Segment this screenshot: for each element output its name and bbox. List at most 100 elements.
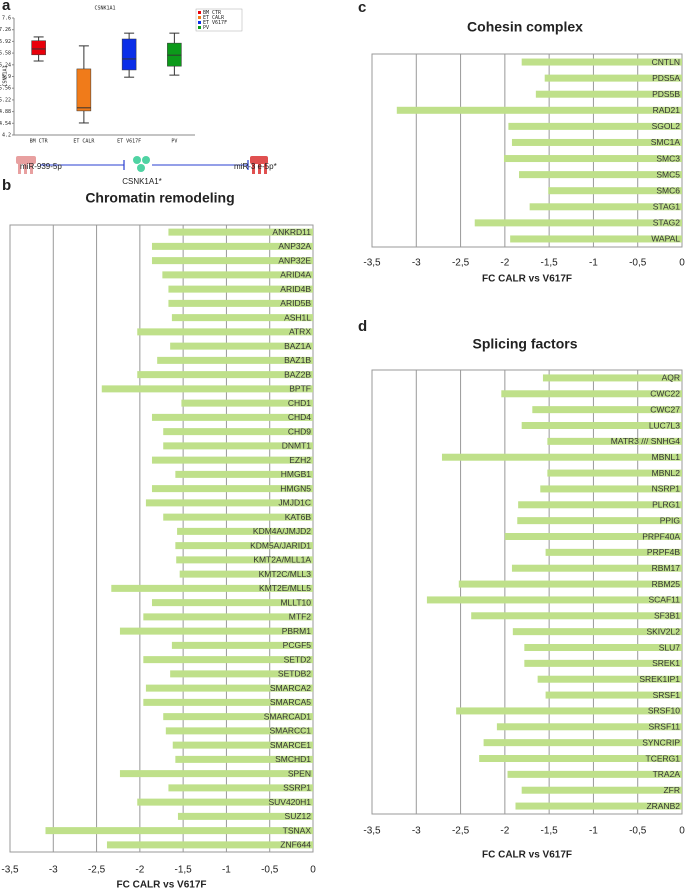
category-label: KMT2E/MLL5 — [259, 583, 311, 593]
bar — [547, 437, 682, 445]
bar — [517, 517, 682, 525]
category-label: PRPF40A — [642, 531, 680, 541]
category-label: CHD9 — [288, 426, 311, 436]
bar — [168, 299, 313, 307]
bar — [170, 670, 313, 678]
category-label: SPEN — [288, 768, 311, 778]
category-label: ANKRD11 — [272, 227, 311, 237]
category-label: MBNL1 — [652, 452, 681, 462]
y-tick-label: 7.6 — [2, 16, 11, 22]
category-label: SREK1 — [652, 658, 680, 668]
box — [31, 40, 46, 56]
category-label: ASH1L — [284, 312, 311, 322]
x-tick-label: -2,5 — [88, 865, 106, 876]
chart-title: Splicing factors — [472, 336, 577, 352]
x-tick-label: 0 — [679, 826, 685, 837]
bar — [151, 257, 313, 265]
x-tick-label: -3,5 — [363, 826, 381, 837]
bar — [170, 342, 313, 350]
chart-title: Chromatin remodeling — [85, 190, 234, 206]
panel-label: b — [2, 177, 11, 194]
y-tick-label: 5.56 — [0, 86, 11, 92]
category-label: PCGF5 — [283, 640, 312, 650]
category-label: MTF2 — [289, 612, 311, 622]
bar — [426, 596, 682, 604]
bar — [175, 470, 313, 478]
x-tick-label: ET V617F — [117, 139, 141, 145]
bar — [545, 548, 682, 556]
category-label: ATRX — [289, 327, 311, 337]
bar — [172, 741, 313, 749]
category-label: PDS5A — [652, 73, 680, 83]
bar — [137, 798, 313, 806]
bar — [163, 442, 313, 450]
category-label: MBNL2 — [652, 468, 681, 478]
bar — [143, 656, 313, 664]
category-label: SMCHD1 — [275, 754, 311, 764]
bar — [471, 612, 682, 620]
category-label: SMARCA2 — [270, 683, 311, 693]
bar — [501, 390, 682, 398]
bar — [532, 406, 682, 414]
node-label: miR-939-5p — [20, 162, 62, 171]
x-tick-label: -2 — [500, 258, 509, 269]
category-label: SRSF1 — [653, 690, 681, 700]
category-label: SKIV2L2 — [646, 626, 680, 636]
category-label: TRA2A — [653, 769, 681, 779]
bar — [548, 187, 682, 195]
category-label: SMC5 — [656, 169, 680, 179]
category-label: CHD4 — [288, 412, 311, 422]
bar — [458, 580, 682, 588]
x-tick-label: 0 — [679, 258, 685, 269]
category-label: EZH2 — [289, 455, 311, 465]
bar — [176, 556, 313, 564]
x-tick-label: -1,5 — [175, 865, 193, 876]
category-label: KMT2A/MLL1A — [253, 555, 311, 565]
category-label: SMC6 — [656, 185, 680, 195]
bar — [175, 542, 313, 550]
category-label: TCERG1 — [646, 753, 681, 763]
bar — [151, 456, 313, 464]
protein-icon — [133, 156, 150, 172]
bar — [165, 727, 313, 735]
category-label: NSRP1 — [652, 484, 681, 494]
category-label: SMC3 — [656, 153, 680, 163]
bar — [145, 499, 313, 507]
legend-frame — [195, 8, 243, 32]
category-label: JMJD1C — [278, 498, 311, 508]
category-label: CWC27 — [650, 404, 680, 414]
category-label: SRSF11 — [649, 722, 681, 732]
box — [121, 38, 137, 71]
category-label: PPIG — [660, 515, 680, 525]
bar — [163, 513, 313, 521]
bar — [163, 713, 313, 721]
bar — [119, 627, 314, 635]
category-label: MATR3 /// SNHG4 — [611, 436, 681, 446]
plot-frame — [371, 53, 683, 248]
bar — [145, 684, 313, 692]
bar — [521, 422, 682, 429]
bar — [510, 235, 682, 243]
bar — [179, 570, 313, 578]
panel-label: d — [358, 318, 367, 335]
bar — [441, 453, 682, 461]
x-tick-label: -3 — [412, 826, 421, 837]
category-label: SLU7 — [659, 642, 681, 652]
bar — [143, 698, 313, 706]
x-axis-label: FC CALR vs V617F — [116, 880, 206, 891]
category-label: ARID5B — [280, 298, 311, 308]
category-label: BPTF — [289, 384, 311, 394]
category-label: KDM5A/JARID1 — [250, 540, 311, 550]
x-tick-label: -1 — [589, 826, 598, 837]
category-label: SMARCE1 — [270, 740, 311, 750]
x-tick-label: -2 — [135, 865, 144, 876]
x-tick-label: -0,5 — [261, 865, 279, 876]
legend-swatch — [198, 21, 201, 24]
category-label: ZRANB2 — [646, 801, 680, 811]
bar — [518, 501, 682, 509]
mirna-icon — [250, 156, 268, 174]
category-label: SMC1A — [651, 137, 681, 147]
legend-label: ET V617F — [203, 20, 227, 26]
box — [76, 68, 92, 112]
bar — [151, 413, 313, 421]
